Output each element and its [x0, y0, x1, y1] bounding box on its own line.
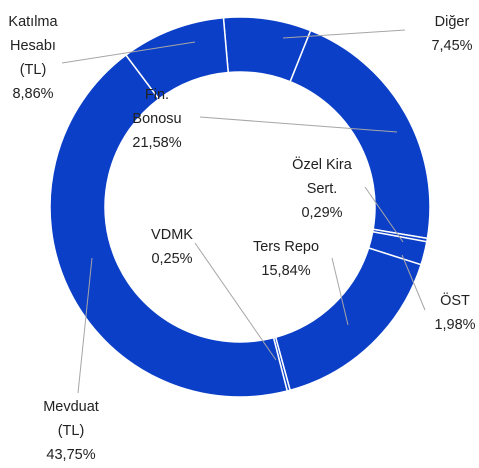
- value-label: 21,58%: [132, 135, 182, 151]
- data-label: VDMK 0,25%: [142, 223, 202, 271]
- leader-line: [282, 29, 406, 39]
- donut-slice: [49, 54, 289, 398]
- leader-line: [77, 257, 93, 394]
- leader-line: [61, 41, 196, 64]
- value-label: 0,25%: [151, 251, 193, 267]
- donut-slice: [124, 16, 230, 101]
- value-label: 7,45%: [431, 38, 473, 54]
- category-label: Mevduat (TL): [43, 399, 99, 439]
- category-label: Ters Repo: [252, 239, 320, 255]
- data-label: Katılma Hesabı (TL) 8,86%: [0, 10, 66, 106]
- category-label: Katılma Hesabı (TL): [8, 14, 58, 78]
- category-label: ÖST: [440, 293, 470, 309]
- data-label: Özel Kira Sert. 0,29%: [280, 153, 365, 225]
- data-label: Diğer 7,45%: [422, 10, 479, 58]
- data-label: Mevduat (TL) 43,75%: [36, 395, 106, 467]
- leader-line: [199, 116, 398, 133]
- value-label: 43,75%: [46, 447, 96, 463]
- value-label: 8,86%: [12, 86, 54, 102]
- data-label: Ters Repo 15,84%: [241, 235, 331, 283]
- value-label: 15,84%: [261, 263, 311, 279]
- category-label: Diğer: [434, 14, 470, 30]
- value-label: 1,98%: [434, 317, 476, 333]
- category-label: Fin. Bonosu: [132, 87, 182, 127]
- value-label: 0,29%: [301, 205, 343, 221]
- data-label: Fin. Bonosu 21,58%: [127, 83, 187, 155]
- category-label: Özel Kira Sert.: [292, 157, 352, 197]
- data-label: ÖST 1,98%: [425, 289, 479, 337]
- leader-line: [331, 257, 349, 326]
- category-label: VDMK: [151, 227, 193, 243]
- leader-line: [364, 186, 404, 243]
- leader-line: [194, 242, 277, 361]
- leader-line: [401, 254, 426, 311]
